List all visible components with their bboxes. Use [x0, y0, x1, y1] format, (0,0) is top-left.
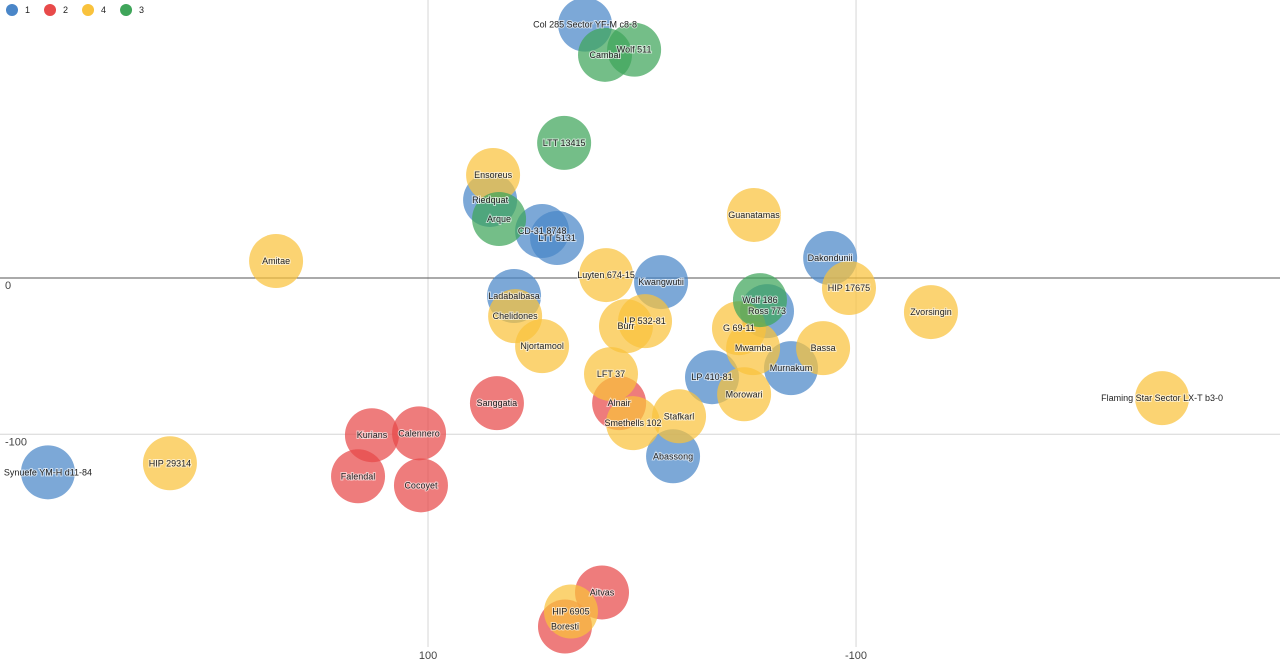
point-label: Arque — [487, 214, 511, 224]
legend-swatch — [44, 4, 57, 16]
bubble — [393, 458, 448, 513]
point-label: Boresti — [551, 622, 579, 632]
x-tick-label: 100 — [419, 650, 437, 662]
point-label: Alnair — [608, 398, 631, 408]
bubble — [717, 367, 772, 422]
point-label: Calennero — [398, 428, 440, 438]
bubble — [652, 389, 707, 444]
legend-swatch — [82, 4, 95, 16]
point-label: HIP 17675 — [828, 283, 870, 293]
point-label: Luyten 674-15 — [577, 270, 635, 280]
legend-label: 4 — [101, 5, 106, 15]
point-label: Ensoreus — [474, 170, 513, 180]
point-label: LTT 13415 — [543, 138, 586, 148]
point-label: Flaming Star Sector LX-T b3-0 — [1101, 393, 1223, 403]
point-label: Dakondunii — [808, 253, 853, 263]
x-tick-label: -100 — [845, 650, 867, 662]
bubble — [646, 429, 701, 484]
point-label: HIP 29314 — [149, 458, 191, 468]
point-label: Riedquat — [472, 195, 509, 205]
bubble — [392, 406, 447, 461]
point-label: Wolf 186 — [742, 295, 777, 305]
bubble — [606, 396, 661, 451]
series — [472, 22, 787, 328]
point-label: Bassa — [811, 343, 836, 353]
bubble — [584, 347, 639, 402]
point-label: Burr — [617, 321, 634, 331]
legend-label: 2 — [63, 5, 68, 15]
bubble — [821, 261, 876, 316]
point-label: LP 410-81 — [691, 372, 732, 382]
bubble — [543, 584, 598, 639]
legend-label: 1 — [25, 5, 30, 15]
series — [331, 376, 647, 654]
point-label: Ladabalbasa — [488, 291, 540, 301]
point-label: Amitae — [262, 256, 290, 266]
point-label: LTT 5131 — [538, 233, 576, 243]
bubble — [466, 147, 521, 202]
point-label: Kurians — [357, 430, 388, 440]
point-label: Ross 773 — [748, 306, 786, 316]
y-tick-label: -100 — [5, 436, 27, 448]
bubble — [1135, 371, 1190, 426]
legend-swatch — [120, 4, 133, 16]
bubble — [469, 376, 524, 431]
bubble — [344, 408, 399, 463]
point-label: Zvorsingin — [910, 307, 952, 317]
point-label: LP 532-81 — [624, 316, 665, 326]
point-label: Mwamba — [735, 343, 772, 353]
point-label: Chelidones — [493, 311, 539, 321]
bubble — [472, 192, 527, 247]
point-label: Falendal — [341, 471, 376, 481]
point-label: Morowari — [726, 389, 763, 399]
point-label: Stafkarl — [664, 411, 695, 421]
legend-swatch — [6, 4, 18, 16]
bubble — [726, 321, 781, 376]
bubble — [249, 234, 304, 289]
point-label: Murnakum — [770, 363, 813, 373]
bubble — [537, 115, 592, 170]
y-tick-label: 0 — [5, 280, 11, 292]
point-label: Wolf 511 — [617, 45, 652, 55]
bubble — [331, 449, 386, 504]
point-label: Synuefe YM-H d11-84 — [4, 467, 92, 477]
bubble — [515, 319, 570, 374]
point-label: Col 285 Sector YF-M c8-8 — [533, 20, 637, 30]
legend-label: 3 — [139, 5, 144, 15]
bubble — [796, 321, 851, 376]
series — [142, 147, 1190, 639]
point-label: Cambai — [590, 50, 621, 60]
point-label: Njortamool — [520, 341, 564, 351]
point-label: Smethells 102 — [605, 418, 662, 428]
bubble — [607, 22, 662, 77]
point-label: Aitvas — [590, 587, 615, 597]
point-label: LFT 37 — [597, 369, 625, 379]
point-label: CD-31 8748 — [518, 226, 567, 236]
point-label: Sanggatia — [477, 398, 518, 408]
point-label: HIP 6905 — [552, 607, 589, 617]
point-label: Abassong — [653, 451, 693, 461]
bubble — [726, 187, 781, 242]
bubble — [732, 273, 787, 328]
bubble — [142, 436, 197, 491]
bubble — [579, 248, 634, 303]
point-label: Guanatamas — [728, 210, 780, 220]
point-label: G 69-11 — [723, 323, 755, 333]
bubble — [598, 299, 653, 354]
point-label: Kwangwutii — [638, 277, 684, 287]
bubble — [515, 204, 570, 259]
bubble — [903, 285, 958, 340]
bubble — [20, 445, 75, 500]
point-label: Cocoyet — [404, 480, 438, 490]
